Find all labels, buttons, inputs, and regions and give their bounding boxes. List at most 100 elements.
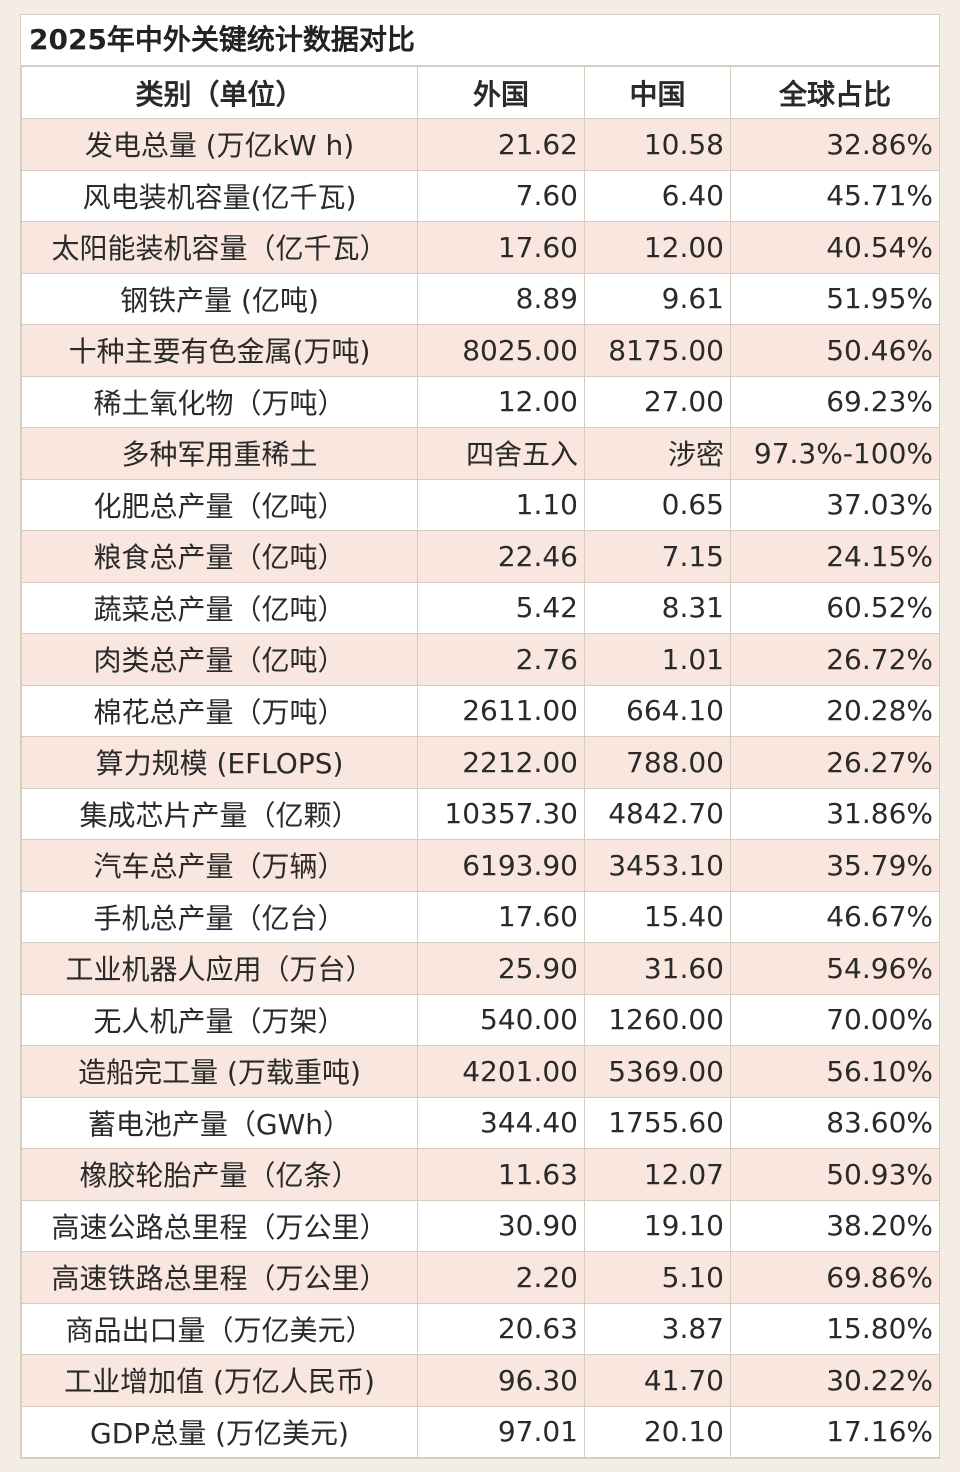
cell: 3453.10 [584,839,731,892]
cell: 8175.00 [584,324,731,377]
cell: 8025.00 [417,324,585,377]
cell: 46.67% [730,890,940,943]
cell: 664.10 [584,684,731,737]
table-row: 十种主要有色金属(万吨) 8025.00 8175.00 50.46% [21,324,940,377]
table-row: 肉类总产量（亿吨） 2.76 1.01 26.72% [21,633,940,686]
table-row: 手机总产量（亿台） 17.60 15.40 46.67% [21,890,940,943]
cell: 15.40 [584,890,731,943]
table-row: 汽车总产量（万辆） 6193.90 3453.10 35.79% [21,839,940,892]
row-label: 风电装机容量(亿千瓦) [21,169,418,222]
cell: 96.30 [417,1354,585,1407]
cell: 17.16% [730,1405,940,1458]
row-label: 高速公路总里程（万公里） [21,1199,418,1252]
table-row: 工业增加值 (万亿人民币) 96.30 41.70 30.22% [21,1354,940,1407]
table-row: 钢铁产量 (亿吨) 8.89 9.61 51.95% [21,272,940,325]
table-row: 集成芯片产量（亿颗） 10357.30 4842.70 31.86% [21,787,940,840]
cell: 12.00 [584,221,731,274]
cell: 2611.00 [417,684,585,737]
table-row: 多种军用重稀土 四舍五入 涉密 97.3%-100% [21,427,940,480]
table-row: 粮食总产量（亿吨） 22.46 7.15 24.15% [21,530,940,583]
data-table: 类别（单位） 外国 中国 全球占比 发电总量 (万亿kW h) 21.62 10.58 32… [21,66,940,1458]
cell: 22.46 [417,530,585,583]
cell: 1260.00 [584,993,731,1046]
column-header: 类别（单位） [21,66,418,119]
cell: 21.62 [417,118,585,171]
cell: 19.10 [584,1199,731,1252]
cell: 26.27% [730,736,940,789]
cell: 5369.00 [584,1045,731,1098]
row-label: 蓄电池产量（GWh） [21,1096,418,1149]
row-label: 汽车总产量（万辆） [21,839,418,892]
cell: 40.54% [730,221,940,274]
cell: 60.52% [730,581,940,634]
cell: 11.63 [417,1148,585,1201]
cell: 35.79% [730,839,940,892]
cell: 7.60 [417,169,585,222]
cell: 20.63 [417,1302,585,1355]
row-label: GDP总量 (万亿美元) [21,1405,418,1458]
table-row: 蔬菜总产量（亿吨） 5.42 8.31 60.52% [21,581,940,634]
cell: 2.20 [417,1251,585,1304]
row-label: 商品出口量（万亿美元） [21,1302,418,1355]
cell: 97.3%-100% [730,427,940,480]
table-row: 棉花总产量（万吨） 2611.00 664.10 20.28% [21,684,940,737]
row-label: 稀土氧化物（万吨） [21,375,418,428]
title: 2025年中外关键统计数据对比 [21,15,939,66]
row-label: 手机总产量（亿台） [21,890,418,943]
table-row: 太阳能装机容量（亿千瓦） 17.60 12.00 40.54% [21,221,940,274]
cell: 56.10% [730,1045,940,1098]
cell: 69.86% [730,1251,940,1304]
row-label: 高速铁路总里程（万公里） [21,1251,418,1304]
cell: 12.07 [584,1148,731,1201]
cell: 69.23% [730,375,940,428]
row-label: 工业机器人应用（万台） [21,942,418,995]
row-label: 无人机产量（万架） [21,993,418,1046]
row-label: 橡胶轮胎产量（亿条） [21,1148,418,1201]
table-row: 商品出口量（万亿美元） 20.63 3.87 15.80% [21,1302,940,1355]
cell: 31.60 [584,942,731,995]
row-label: 工业增加值 (万亿人民币) [21,1354,418,1407]
cell: 31.86% [730,787,940,840]
cell: 20.28% [730,684,940,737]
cell: 32.86% [730,118,940,171]
table-row: 算力规模 (EFLOPS) 2212.00 788.00 26.27% [21,736,940,789]
cell: 4842.70 [584,787,731,840]
table-row: 高速铁路总里程（万公里） 2.20 5.10 69.86% [21,1251,940,1304]
table-row: 稀土氧化物（万吨） 12.00 27.00 69.23% [21,375,940,428]
cell: 6.40 [584,169,731,222]
table-row: 无人机产量（万架） 540.00 1260.00 70.00% [21,993,940,1046]
row-label: 粮食总产量（亿吨） [21,530,418,583]
row-label: 十种主要有色金属(万吨) [21,324,418,377]
cell: 5.10 [584,1251,731,1304]
cell: 7.15 [584,530,731,583]
table-row: 风电装机容量(亿千瓦) 7.60 6.40 45.71% [21,169,940,222]
cell: 12.00 [417,375,585,428]
table-row: 造船完工量 (万载重吨) 4201.00 5369.00 56.10% [21,1045,940,1098]
cell: 1.01 [584,633,731,686]
table-row: 高速公路总里程（万公里） 30.90 19.10 38.20% [21,1199,940,1252]
cell: 50.46% [730,324,940,377]
cell: 8.89 [417,272,585,325]
cell: 1755.60 [584,1096,731,1149]
cell: 5.42 [417,581,585,634]
cell: 6193.90 [417,839,585,892]
cell: 3.87 [584,1302,731,1355]
cell: 25.90 [417,942,585,995]
cell: 8.31 [584,581,731,634]
column-header: 中国 [584,66,731,119]
cell: 四舍五入 [417,427,585,480]
cell: 83.60% [730,1096,940,1149]
row-label: 肉类总产量（亿吨） [21,633,418,686]
cell: 10.58 [584,118,731,171]
cell: 2212.00 [417,736,585,789]
cell: 788.00 [584,736,731,789]
cell: 17.60 [417,890,585,943]
cell: 37.03% [730,478,940,531]
row-label: 化肥总产量（亿吨） [21,478,418,531]
header-row: 类别（单位） 外国 中国 全球占比 [21,66,940,119]
cell: 26.72% [730,633,940,686]
cell: 30.22% [730,1354,940,1407]
cell: 17.60 [417,221,585,274]
cell: 涉密 [584,427,731,480]
cell: 38.20% [730,1199,940,1252]
